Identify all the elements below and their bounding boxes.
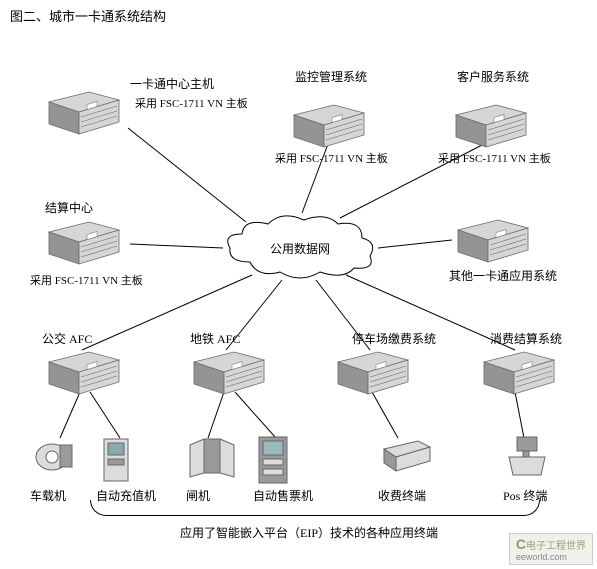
watermark: C电子工程世界 eeworld.com bbox=[509, 533, 593, 565]
server-label-bus-afc: 公交 AFC bbox=[42, 330, 92, 347]
terminal-label-recharge: 自动充值机 bbox=[96, 487, 156, 504]
server-sublabel-center-host: 采用 FSC-1711 VN 主板 bbox=[135, 95, 248, 111]
server-sublabel-customer: 采用 FSC-1711 VN 主板 bbox=[438, 150, 551, 166]
cloud-network: 公用数据网 bbox=[220, 212, 380, 286]
server-monitor bbox=[288, 103, 370, 149]
footer-label: 应用了智能嵌入平台（EIP）技术的各种应用终端 bbox=[180, 524, 438, 541]
cloud-label: 公用数据网 bbox=[270, 240, 330, 257]
server-other-app bbox=[452, 218, 534, 264]
server-label-consume-settle: 消费结算系统 bbox=[490, 330, 562, 347]
terminal-label-vending: 自动售票机 bbox=[253, 487, 313, 504]
terminal-recharge bbox=[96, 435, 136, 489]
server-sublabel-settle-center: 采用 FSC-1711 VN 主板 bbox=[30, 272, 143, 288]
server-label-customer: 客户服务系统 bbox=[457, 68, 529, 85]
terminal-label-gate: 闸机 bbox=[186, 487, 210, 504]
watermark-brand: 电子工程世界 bbox=[526, 541, 586, 552]
server-label-parking: 停车场缴费系统 bbox=[352, 330, 436, 347]
terminal-label-pos-term: Pos 终端 bbox=[503, 487, 547, 504]
terminal-label-bus-unit: 车载机 bbox=[30, 487, 66, 504]
server-sublabel-monitor: 采用 FSC-1711 VN 主板 bbox=[275, 150, 388, 166]
server-consume-settle bbox=[478, 350, 560, 396]
terminal-label-fee-term: 收费终端 bbox=[378, 487, 426, 504]
server-customer bbox=[450, 103, 532, 149]
terminal-pos-term bbox=[503, 435, 551, 487]
server-label-center-host: 一卡通中心主机 bbox=[130, 75, 214, 92]
diagram-title: 图二、城市一卡通系统结构 bbox=[10, 6, 166, 25]
terminal-gate bbox=[186, 435, 242, 483]
server-center-host bbox=[43, 90, 125, 136]
server-label-monitor: 监控管理系统 bbox=[295, 68, 367, 85]
server-settle-center bbox=[43, 220, 125, 266]
terminal-bus-unit bbox=[30, 435, 78, 483]
terminal-fee-term bbox=[378, 435, 434, 479]
terminal-bracket bbox=[90, 500, 540, 516]
server-bus-afc bbox=[43, 350, 125, 396]
server-metro-afc bbox=[188, 350, 270, 396]
server-label-settle-center: 结算中心 bbox=[45, 199, 93, 216]
server-parking bbox=[332, 350, 414, 396]
terminal-vending bbox=[253, 435, 293, 491]
watermark-domain: eeworld.com bbox=[516, 552, 586, 562]
server-label-metro-afc: 地铁 AFC bbox=[190, 330, 240, 347]
server-label-other-app: 其他一卡通应用系统 bbox=[449, 267, 557, 284]
